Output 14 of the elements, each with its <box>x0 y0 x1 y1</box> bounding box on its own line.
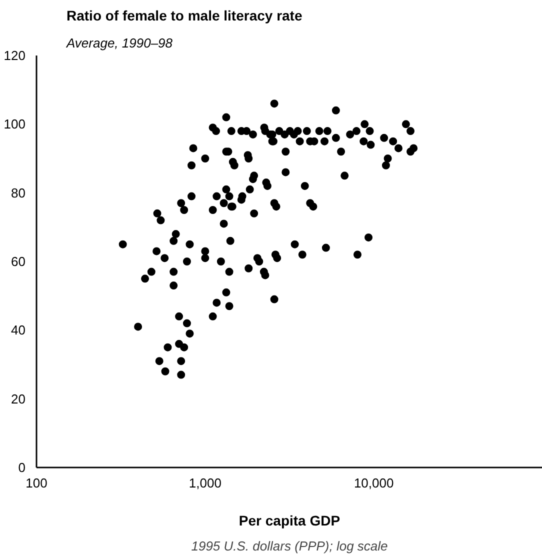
x-axis-title: Per capita GDP <box>238 512 340 528</box>
y-tick-label: 120 <box>4 48 26 63</box>
y-tick-label: 100 <box>4 116 26 132</box>
y-tick-label: 20 <box>11 391 26 406</box>
text: 1995 U.S. dollars (PPP); log scale <box>191 538 388 554</box>
y-tick-label: 40 <box>11 322 26 338</box>
x-tick-label: 100 <box>26 476 48 490</box>
chart-subtitle: Average, 1990–98 <box>66 36 174 50</box>
y-tick-label: 0 <box>18 460 26 475</box>
y-tick-label: 80 <box>11 185 26 200</box>
x-tick-label: 1,000 <box>188 476 222 490</box>
chart-title: Ratio of female to male literacy rate <box>66 8 302 24</box>
x-tick-label: 10,000 <box>354 476 394 490</box>
y-tick-label: 60 <box>11 254 26 269</box>
